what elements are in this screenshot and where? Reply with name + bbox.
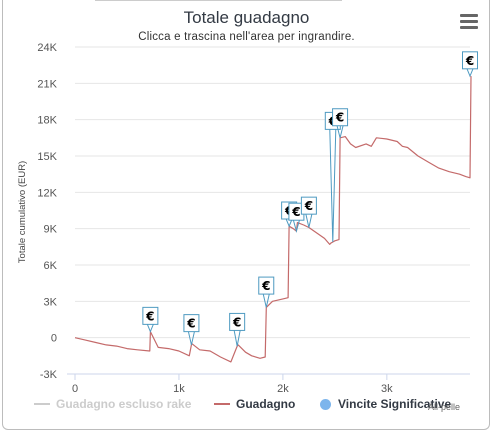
- chart-title: Totale guadagno: [183, 8, 310, 27]
- flag-pointer: [285, 218, 293, 228]
- chart-grid: [75, 46, 470, 375]
- legend-item-vincite-significative[interactable]: Vincite Significative: [320, 397, 451, 411]
- flag-marker-2[interactable]: €: [229, 312, 246, 347]
- flag-label: €: [261, 279, 270, 293]
- y-tick-label: 9K: [44, 224, 58, 236]
- y-tick-label: 18K: [37, 115, 57, 127]
- chart-subtitle: Clicca e trascina nell'area per ingrandi…: [138, 31, 355, 43]
- legend-line-rake: [34, 403, 50, 405]
- x-tick-label: 1k: [173, 383, 185, 395]
- flag-pointer: [336, 125, 344, 138]
- x-tick-label: 2k: [277, 383, 289, 395]
- credits-text[interactable]: All-pelle: [428, 402, 461, 412]
- flag-box: [258, 276, 275, 295]
- flag-label: €: [304, 199, 313, 213]
- x-tick-label: 3k: [381, 383, 393, 395]
- series-guadagno: [74, 76, 472, 363]
- flag-pointer: [233, 330, 241, 347]
- legend-item-guadagno-escluso-rake[interactable]: Guadagno escluso rake: [34, 397, 191, 411]
- flag-box: [183, 314, 200, 333]
- flag-pointer: [146, 324, 154, 333]
- series-line-guadagno[interactable]: [74, 76, 472, 363]
- flag-label: €: [465, 54, 474, 68]
- flag-pointer: [329, 129, 337, 243]
- flag-pointer: [466, 68, 474, 78]
- flag-box: [229, 312, 246, 331]
- flag-box: [300, 196, 317, 215]
- legend: Guadagno escluso rake Guadagno Vincite S…: [0, 397, 493, 413]
- flag-box: [462, 51, 478, 70]
- legend-item-guadagno[interactable]: Guadagno: [214, 397, 295, 411]
- x-tick-label: 0: [72, 383, 78, 395]
- y-tick-label: 15K: [37, 151, 57, 163]
- legend-label-vincite: Vincite Significative: [338, 397, 452, 411]
- top-divider: [95, 0, 342, 1]
- y-tick-label: 21K: [37, 78, 57, 90]
- flag-box: [332, 108, 349, 127]
- flag-pointer: [292, 220, 300, 233]
- y-tick-label: 0: [51, 333, 57, 345]
- flag-pointer: [187, 331, 195, 346]
- flag-label: €: [145, 309, 154, 323]
- y-tick-label: 3K: [44, 296, 58, 308]
- y-tick-label: 24K: [37, 42, 57, 54]
- x-axis: 0 1k 2k 3k: [67, 373, 470, 395]
- y-axis-label: Totale cumulativo (EUR): [17, 161, 28, 263]
- legend-label-rake: Guadagno escluso rake: [56, 397, 192, 411]
- y-tick-label: 6K: [44, 260, 58, 272]
- flag-label: €: [291, 205, 300, 219]
- flag-label: €: [232, 315, 241, 329]
- flag-label: €: [335, 111, 344, 125]
- hamburger-menu-icon[interactable]: [460, 14, 482, 34]
- flag-pointer: [262, 293, 270, 308]
- y-axis: 24K 21K 18K 15K 12K 9K 6K 3K 0 -3K: [37, 42, 57, 381]
- flag-marker-6[interactable]: €: [300, 196, 317, 228]
- flag-marker-3[interactable]: €: [258, 276, 275, 308]
- flag-marker-8[interactable]: €: [332, 108, 349, 138]
- flag-marker-9[interactable]: €: [462, 51, 478, 78]
- flag-marker-1[interactable]: €: [183, 314, 200, 346]
- flag-marker-0[interactable]: €: [142, 306, 159, 333]
- legend-dot-vincite: [320, 398, 331, 410]
- flag-marker-7[interactable]: €: [324, 111, 341, 243]
- y-tick-label: 12K: [37, 187, 57, 199]
- flag-pointer: [305, 214, 313, 228]
- legend-line-guadagno: [214, 403, 230, 405]
- flag-box: [142, 306, 159, 325]
- legend-label-guadagno: Guadagno: [236, 397, 296, 411]
- y-tick-label: -3K: [40, 369, 58, 381]
- series-vincite-significative: €€€€€€€€€€: [142, 51, 478, 347]
- flag-label: €: [186, 317, 195, 331]
